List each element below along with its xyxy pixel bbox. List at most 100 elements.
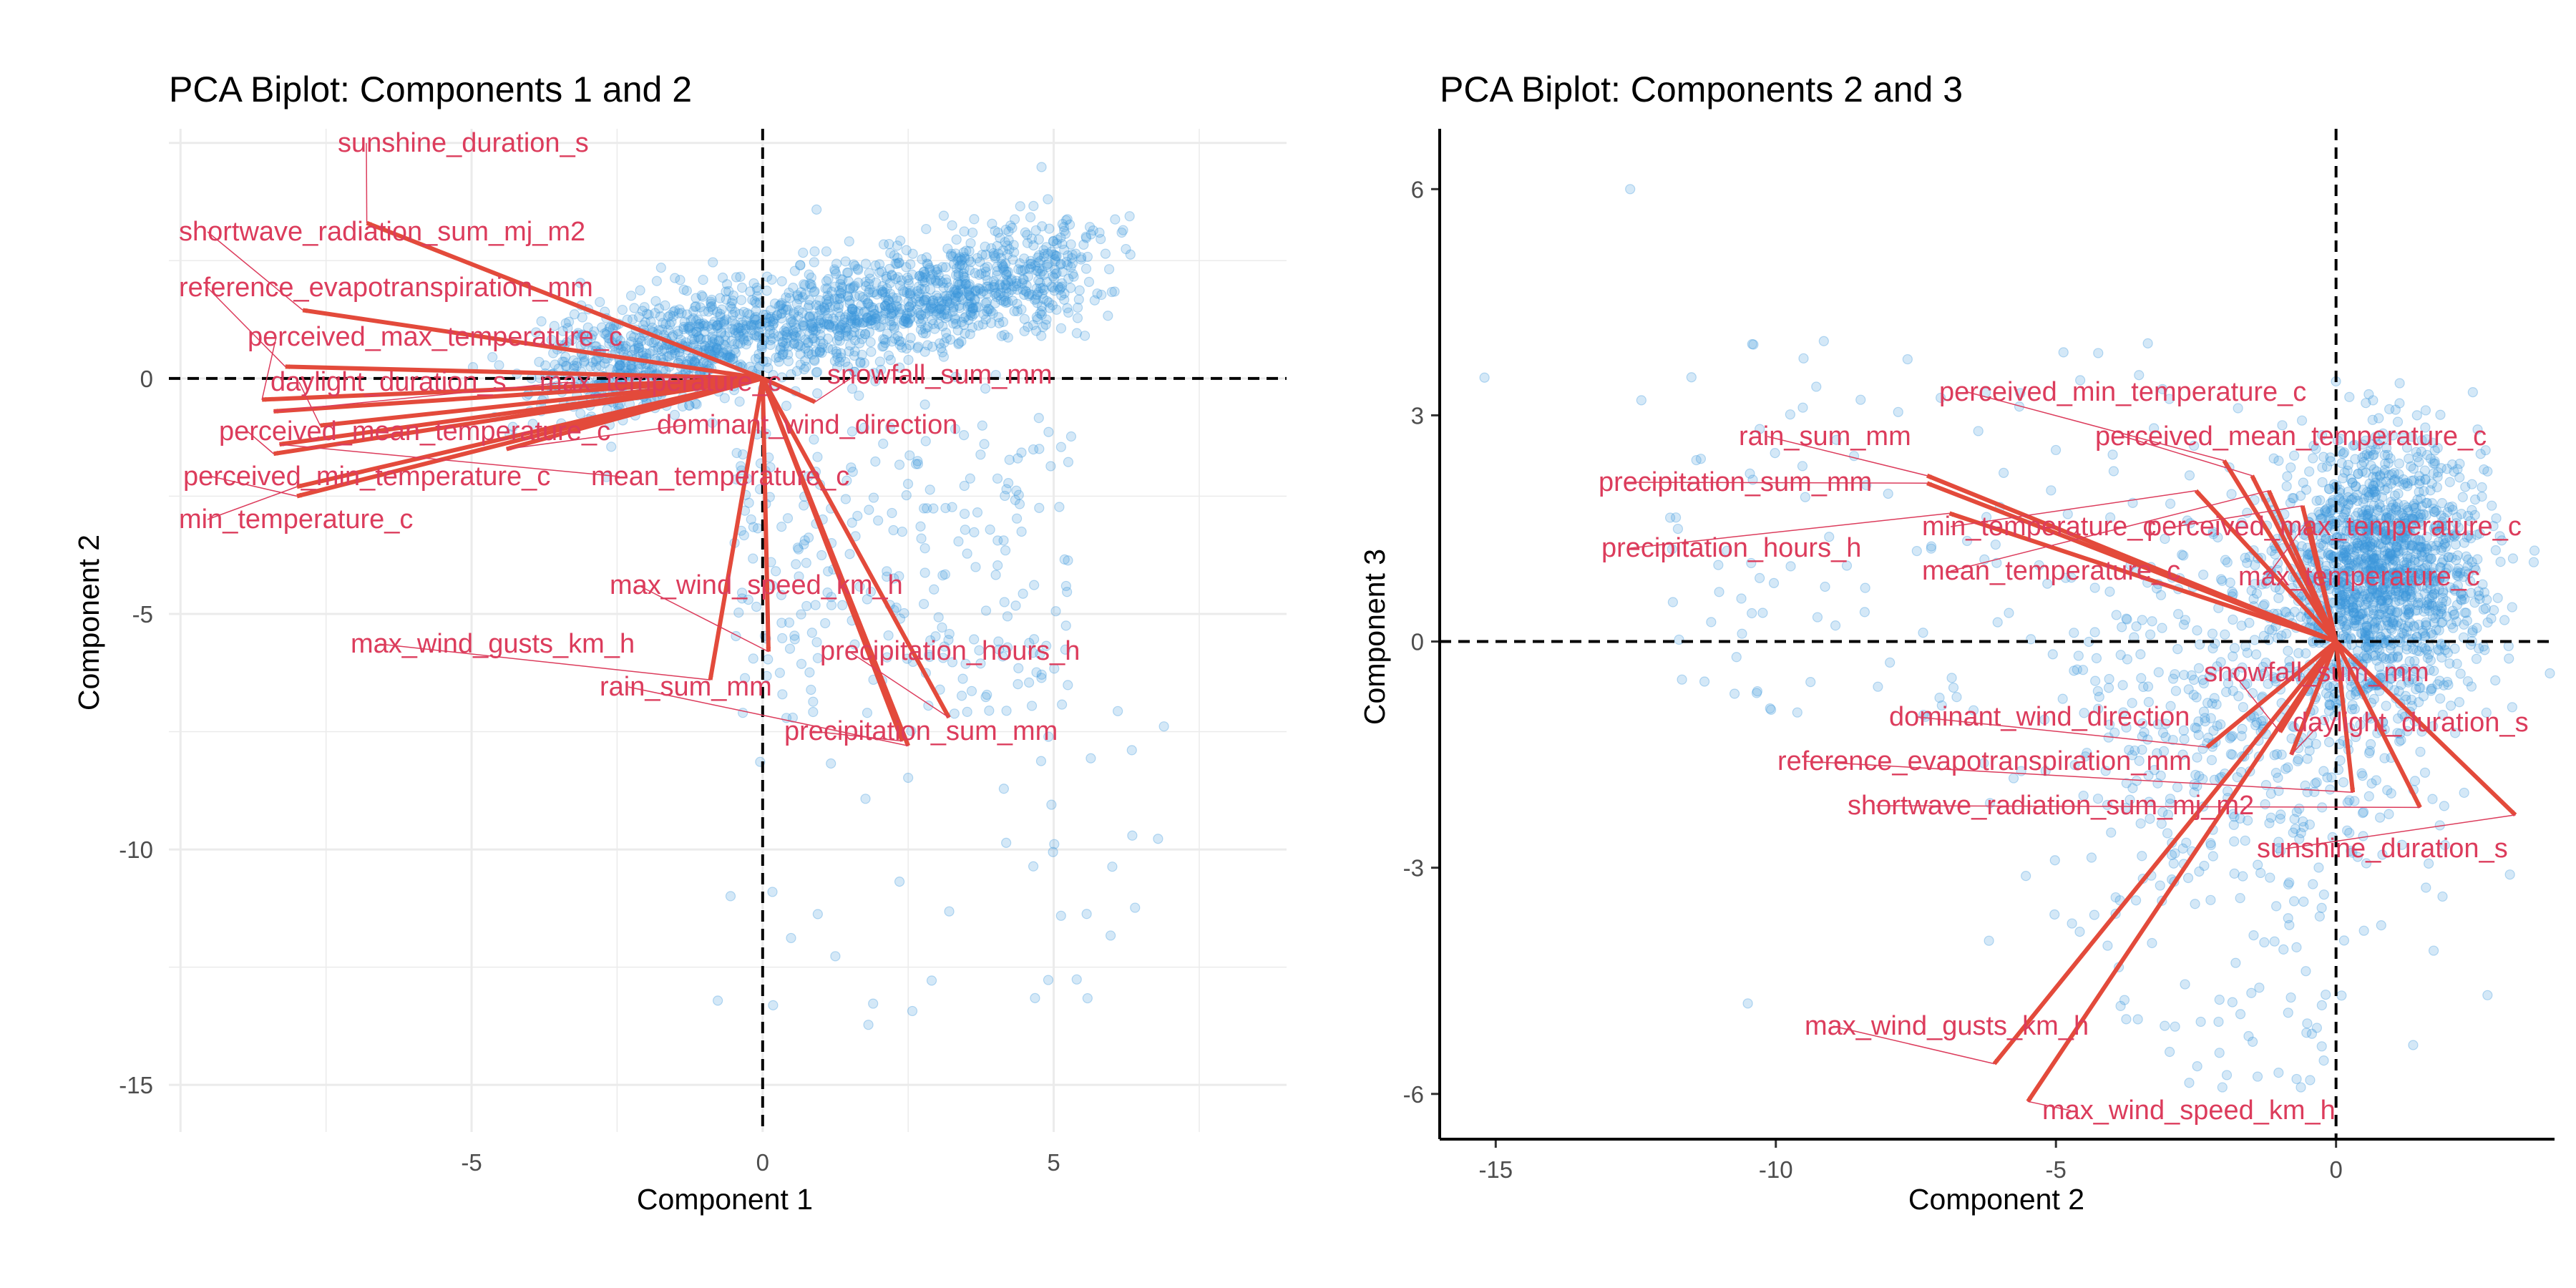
data-point <box>914 299 925 310</box>
data-point <box>2467 627 2478 638</box>
data-point <box>799 364 809 375</box>
data-point <box>967 228 978 238</box>
data-point <box>951 286 962 296</box>
data-point <box>890 258 901 269</box>
data-point <box>1830 620 1841 631</box>
data-point <box>2477 482 2487 493</box>
data-point <box>796 609 806 620</box>
data-point <box>799 279 809 290</box>
data-point <box>803 348 814 359</box>
data-point <box>922 259 933 270</box>
data-point <box>635 285 645 296</box>
loading-label: dominant_wind_direction <box>657 410 957 440</box>
data-point <box>846 313 857 324</box>
data-point <box>691 399 702 410</box>
loading-label: perceived_max_temperature_c <box>2147 512 2522 542</box>
data-point <box>1033 250 1045 260</box>
data-point <box>2272 748 2283 760</box>
data-point <box>925 284 936 295</box>
data-point <box>1081 909 1092 919</box>
data-point <box>713 995 723 1006</box>
data-point <box>713 320 723 331</box>
data-point <box>877 286 888 297</box>
data-point <box>980 249 991 260</box>
data-point <box>1026 289 1038 301</box>
data-point <box>952 288 963 299</box>
data-point <box>772 310 783 321</box>
data-point <box>1046 246 1057 257</box>
data-point <box>974 269 985 280</box>
data-point <box>763 321 774 332</box>
data-point <box>1029 580 1040 590</box>
data-point <box>2436 597 2448 608</box>
data-point <box>980 266 991 277</box>
data-point <box>1096 233 1106 245</box>
data-point <box>1048 282 1058 293</box>
data-point <box>673 308 684 319</box>
scatter-points <box>467 162 1169 1030</box>
data-point <box>750 353 761 364</box>
data-point <box>1026 233 1038 244</box>
data-point <box>990 253 1000 263</box>
data-point <box>839 314 850 325</box>
data-point <box>1010 600 1021 611</box>
data-point <box>1049 250 1060 260</box>
data-point <box>950 296 961 307</box>
data-point <box>904 450 915 461</box>
data-point <box>844 549 855 560</box>
data-point <box>736 282 748 293</box>
data-point <box>2442 648 2453 658</box>
data-point <box>2421 600 2433 611</box>
data-point <box>2217 1082 2228 1093</box>
data-point <box>850 291 861 302</box>
data-point <box>1973 426 1984 436</box>
data-point <box>798 321 809 331</box>
data-point <box>951 318 962 329</box>
data-point <box>2363 791 2374 801</box>
data-point <box>964 245 975 257</box>
data-point <box>990 570 1001 580</box>
data-point <box>832 352 843 363</box>
data-point <box>723 351 735 362</box>
data-point <box>1130 902 1141 913</box>
data-point <box>1033 413 1044 424</box>
data-point <box>685 325 696 336</box>
data-point <box>967 306 978 316</box>
data-point <box>766 274 777 285</box>
data-point <box>589 326 600 337</box>
data-point <box>660 300 670 311</box>
data-point <box>613 362 623 373</box>
data-point <box>999 265 1010 275</box>
data-point <box>822 333 834 344</box>
data-point <box>804 269 814 280</box>
data-point <box>999 329 1010 341</box>
data-point <box>2252 1071 2263 1082</box>
data-point <box>708 257 718 268</box>
data-point <box>1820 581 1830 592</box>
data-point <box>2242 648 2253 658</box>
data-point <box>693 319 704 330</box>
data-point <box>1000 298 1011 308</box>
data-point <box>906 306 917 317</box>
data-point <box>557 356 568 367</box>
data-point <box>730 307 741 318</box>
data-point <box>1013 678 1023 690</box>
data-point <box>999 291 1010 302</box>
data-point <box>964 279 975 290</box>
loading-label: snowfall_sum_mm <box>827 360 1053 390</box>
data-point <box>915 324 927 335</box>
data-point <box>977 319 988 330</box>
data-point <box>606 441 617 452</box>
data-point <box>2384 404 2395 414</box>
data-point <box>1057 266 1068 277</box>
data-point <box>2358 494 2370 504</box>
data-point <box>1048 271 1058 282</box>
data-point <box>987 282 999 293</box>
data-point <box>2361 599 2372 610</box>
data-point <box>918 267 929 278</box>
data-point <box>1050 250 1061 261</box>
data-point <box>981 281 992 292</box>
data-point <box>2401 644 2412 655</box>
data-point <box>1063 273 1074 284</box>
loading-label: daylight_duration_s <box>270 367 507 397</box>
